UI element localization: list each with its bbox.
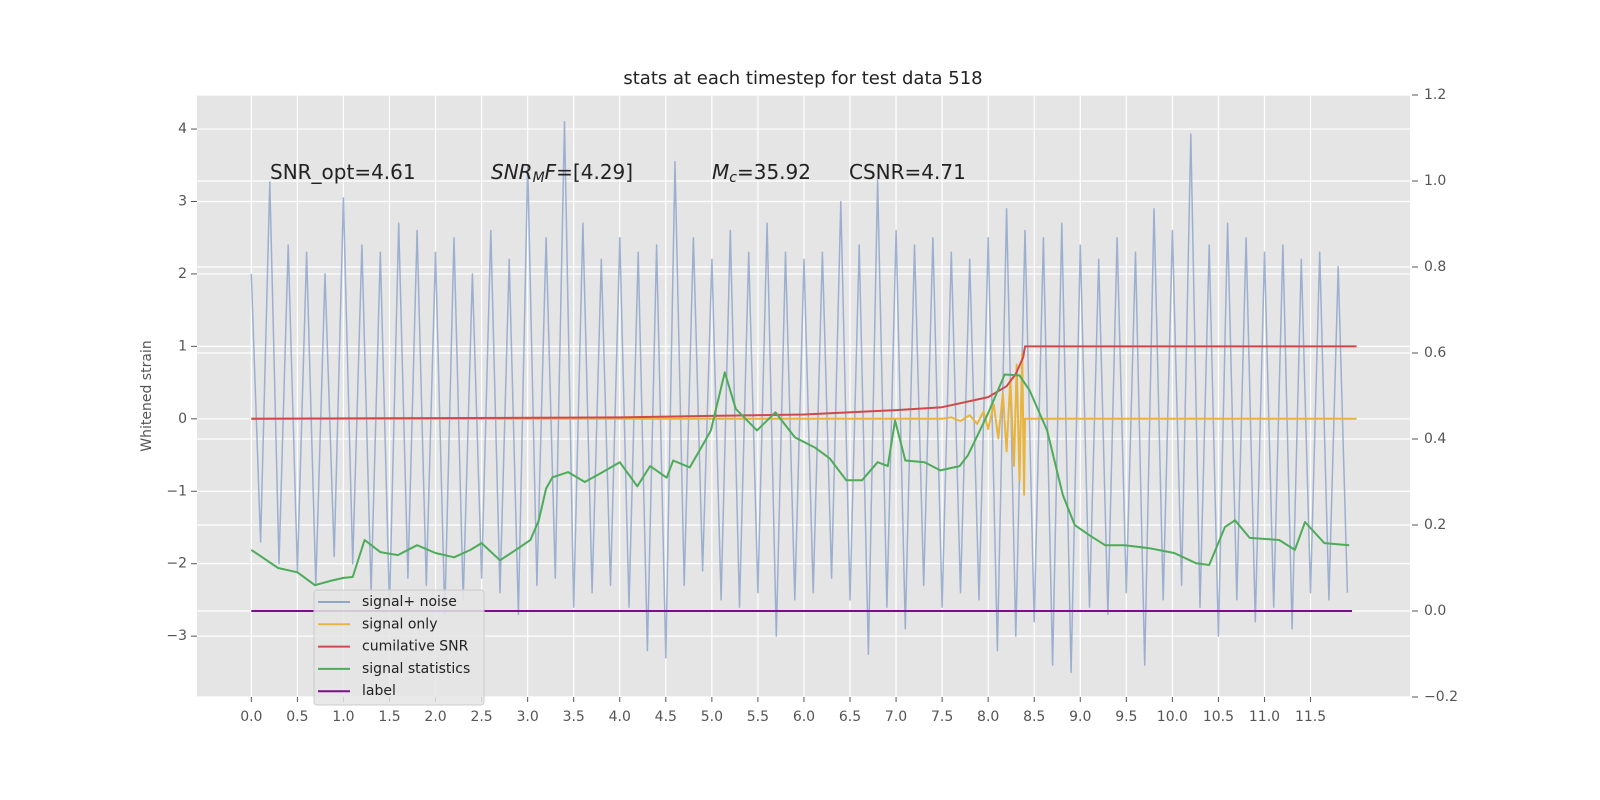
series-line [250, 371, 1350, 587]
series-line [251, 352, 1357, 496]
annotation: SNRMF=[4.29] [491, 160, 633, 187]
y2-tick-label: 0.6 [1424, 345, 1446, 361]
y2-tick-label: 0.4 [1424, 431, 1446, 447]
y-tick-label: 2 [178, 266, 187, 282]
x-tick-label: 4.0 [609, 709, 631, 725]
legend-label: signal only [362, 616, 437, 632]
x-tick-label: 4.5 [655, 709, 677, 725]
y2-tick-label: 0.8 [1424, 259, 1446, 275]
x-tick-label: 9.0 [1069, 709, 1091, 725]
x-tick-label: 7.0 [885, 709, 907, 725]
x-tick-label: 8.0 [977, 709, 999, 725]
x-tick-label: 0.5 [286, 709, 308, 725]
x-tick-label: 3.0 [517, 709, 539, 725]
annotation-part: =35.92 [737, 160, 811, 184]
x-tick-label: 9.5 [1115, 709, 1137, 725]
annotation-part: SNR [491, 160, 533, 184]
annotations: SNR_opt=4.61 SNRMF=[4.29] Mc=35.92 CSNR=4.7… [270, 160, 966, 187]
y2-tick-label: 0.0 [1424, 603, 1446, 619]
annotation: Mc=35.92 [712, 160, 811, 187]
annotation: SNR_opt=4.61 [270, 160, 416, 184]
series-line [251, 345, 1357, 420]
y-tick-label: 3 [178, 193, 187, 209]
axes: 0.0 0.5 1.0 1.5 2.0 2.5 3.0 3.5 4.0 4.5 5.0 5.5 6.0 6… [166, 87, 1458, 725]
x-tick-label: 1.0 [332, 709, 354, 725]
x-tick-label: 10.0 [1157, 709, 1188, 725]
x-tick-label: 11.0 [1249, 709, 1280, 725]
y-axis-label: Whitened strain [139, 340, 155, 451]
x-tick-label: 7.5 [931, 709, 953, 725]
x-tick-label: 2.5 [470, 709, 492, 725]
series-line [250, 121, 1349, 674]
legend-label: signal statistics [362, 661, 470, 677]
x-tick-label: 6.0 [793, 709, 815, 725]
legend-label: label [362, 683, 396, 699]
legend-label: cumilative SNR [362, 639, 469, 655]
x-tick-label: 10.5 [1203, 709, 1234, 725]
chart-title: stats at each timestep for test data 518 [623, 68, 982, 89]
x-tick-label: 0.0 [240, 709, 262, 725]
annotation-part: M [712, 160, 729, 184]
x-tick-label: 1.5 [378, 709, 400, 725]
y-tick-label: 0 [178, 411, 187, 427]
legend-box [313, 589, 485, 706]
legend: signal+ noise signal only cumilative SNR si… [313, 589, 485, 706]
annotation-part: c [729, 170, 737, 186]
y2-tick-label: −0.2 [1424, 689, 1458, 705]
x-tick-label: 2.0 [424, 709, 446, 725]
x-tick-label: 6.5 [839, 709, 861, 725]
annotation-part: M [533, 170, 545, 186]
x-tick-label: 11.5 [1295, 709, 1326, 725]
y-tick-label: −1 [166, 483, 187, 499]
x-tick-label: 5.5 [747, 709, 769, 725]
annotation-part: CSNR=4.71 [849, 160, 966, 184]
y2-tick-label: 0.2 [1424, 517, 1446, 533]
x-tick-label: 3.5 [563, 709, 585, 725]
annotation-part: =[4.29] [556, 160, 633, 184]
x-tick-label: 5.0 [701, 709, 723, 725]
y-tick-label: 1 [178, 338, 187, 354]
legend-label: signal+ noise [362, 594, 457, 610]
y-tick-label: 4 [178, 121, 187, 137]
y2-tick-label: 1.0 [1424, 173, 1446, 189]
y-tick-label: −2 [166, 556, 187, 572]
annotation-part: F [545, 160, 557, 184]
series-group [250, 121, 1357, 674]
y-tick-label: −3 [166, 628, 187, 644]
x-tick-label: 8.5 [1023, 709, 1045, 725]
annotation-part: SNR_opt=4.61 [270, 160, 416, 184]
y2-tick-label: 1.2 [1424, 87, 1446, 103]
annotation: CSNR=4.71 [849, 160, 966, 184]
